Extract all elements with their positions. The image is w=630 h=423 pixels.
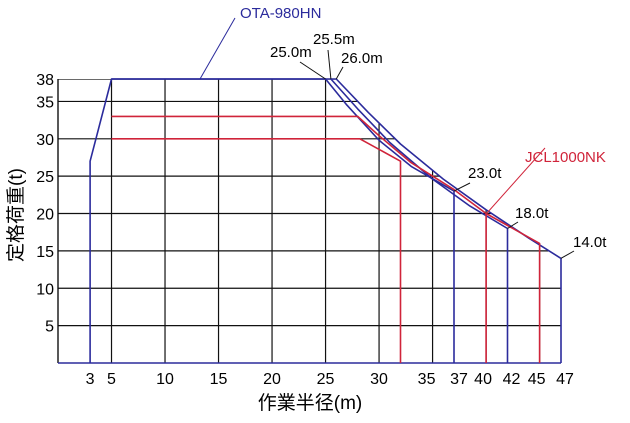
x-tick-label: 20: [263, 371, 281, 388]
x-tick-label: 15: [210, 371, 228, 388]
x-tick-label: 10: [156, 371, 174, 388]
series-line-4: [111, 115, 541, 363]
annotation-label: 25.0m: [270, 44, 312, 61]
x-tick-label: 5: [107, 371, 116, 388]
annotation-leader: [335, 66, 344, 80]
series-line-3: [111, 78, 562, 363]
series-group: [89, 78, 562, 363]
y-tick-label: 30: [36, 132, 54, 149]
x-tick-label: 37: [450, 371, 468, 388]
annotation-leader: [327, 49, 332, 80]
annotation-label: 23.0t: [468, 165, 502, 182]
x-tick-label: 35: [418, 371, 436, 388]
annotation-leader: [507, 221, 519, 229]
x-tick-label: 3: [86, 371, 95, 388]
annotation-label: OTA-980HN: [240, 5, 321, 22]
annotation-leader: [560, 250, 575, 259]
y-tick-label: 38: [36, 72, 54, 89]
y-tick-label: 20: [36, 207, 54, 224]
annotation-leader: [299, 61, 326, 80]
x-tick-label: 30: [370, 371, 388, 388]
series-line-1: [89, 78, 455, 363]
x-tick-label: 40: [474, 371, 492, 388]
y-tick-label: 10: [36, 281, 54, 298]
y-tick-label: 35: [36, 94, 54, 111]
annotation-label: JCL1000NK: [525, 149, 606, 166]
annotation-label: 26.0m: [341, 50, 383, 67]
x-tick-label: 42: [503, 371, 521, 388]
axes: [57, 79, 561, 364]
annotation-leader: [199, 17, 236, 80]
y-tick-label: 25: [36, 169, 54, 186]
y-tick-label: 15: [36, 244, 54, 261]
x-tick-label: 25: [317, 371, 335, 388]
annotation-label: 25.5m: [313, 31, 355, 48]
y-axis-label: 定格荷重(t): [5, 168, 27, 262]
annotation-leader: [453, 182, 471, 192]
annotation-label: 14.0t: [573, 234, 607, 251]
x-tick-label: 45: [528, 371, 546, 388]
x-axis-label: 作業半径(m): [258, 392, 362, 414]
annotation-leader: [486, 147, 546, 214]
series-line-5: [111, 138, 402, 363]
annotation-label: 18.0t: [515, 205, 549, 222]
series-line-2: [330, 78, 509, 363]
x-tick-label: 47: [556, 371, 574, 388]
y-tick-label: 5: [45, 319, 54, 336]
